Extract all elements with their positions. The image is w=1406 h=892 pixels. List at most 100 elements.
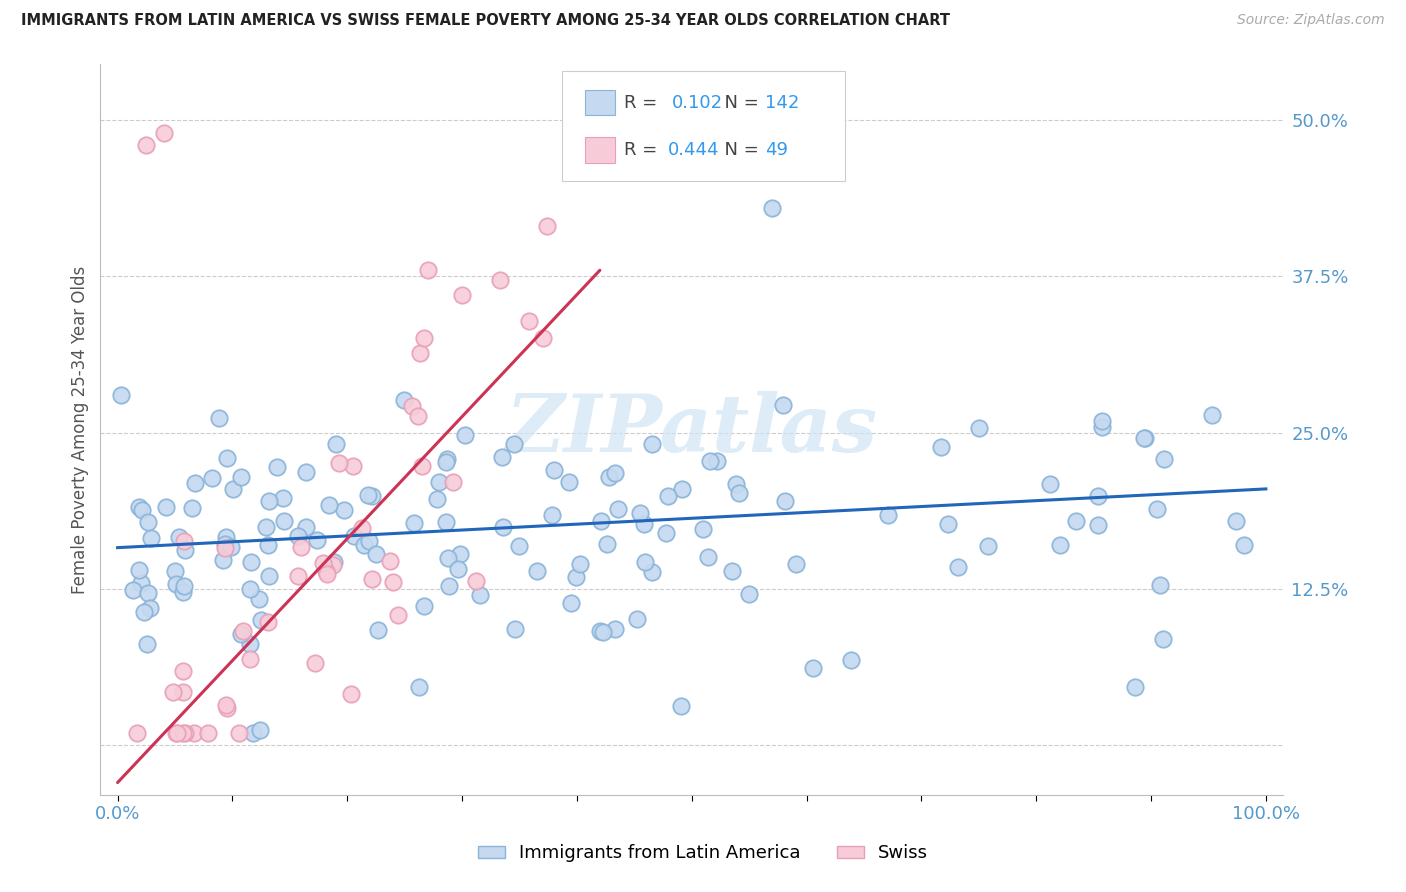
- Point: [488, 273, 510, 287]
- Point: [257, 569, 280, 583]
- Point: [785, 558, 807, 572]
- Point: [721, 564, 744, 578]
- Point: [508, 539, 530, 553]
- Point: [540, 508, 562, 522]
- Point: [603, 466, 626, 480]
- Point: [360, 572, 382, 586]
- Point: [357, 488, 380, 502]
- Point: [408, 680, 430, 694]
- Legend: Immigrants from Latin America, Swiss: Immigrants from Latin America, Swiss: [471, 838, 935, 870]
- Point: [352, 521, 374, 535]
- Point: [416, 263, 439, 277]
- Point: [1133, 432, 1156, 446]
- Point: [603, 623, 626, 637]
- FancyBboxPatch shape: [585, 89, 614, 115]
- Point: [315, 564, 337, 578]
- Point: [434, 454, 457, 468]
- Text: 0.444: 0.444: [668, 141, 720, 160]
- Point: [1049, 538, 1071, 552]
- Text: ZIPatlas: ZIPatlas: [506, 391, 877, 468]
- Point: [273, 514, 295, 528]
- Point: [773, 494, 796, 508]
- Point: [441, 475, 464, 490]
- Point: [231, 627, 253, 641]
- Point: [436, 452, 458, 467]
- Point: [411, 458, 433, 473]
- Point: [401, 400, 423, 414]
- Text: N =: N =: [713, 141, 770, 160]
- Point: [589, 88, 612, 103]
- Point: [239, 582, 262, 596]
- Point: [589, 514, 612, 528]
- Point: [931, 440, 953, 454]
- Point: [228, 725, 250, 739]
- Point: [1087, 517, 1109, 532]
- Point: [761, 201, 783, 215]
- Point: [304, 657, 326, 671]
- Point: [217, 701, 239, 715]
- Point: [1149, 578, 1171, 592]
- Point: [328, 456, 350, 470]
- Point: [517, 313, 540, 327]
- Point: [392, 392, 415, 407]
- Point: [165, 564, 187, 578]
- Point: [451, 288, 474, 302]
- Point: [322, 558, 344, 572]
- Text: R =: R =: [624, 94, 669, 112]
- Point: [131, 503, 153, 517]
- Point: [128, 563, 150, 577]
- Point: [361, 489, 384, 503]
- Point: [197, 725, 219, 739]
- Point: [1233, 538, 1256, 552]
- Point: [628, 506, 651, 520]
- Point: [657, 489, 679, 503]
- Point: [737, 587, 759, 601]
- Point: [408, 346, 430, 360]
- Point: [342, 459, 364, 474]
- Point: [162, 685, 184, 699]
- Point: [359, 534, 381, 549]
- Point: [287, 528, 309, 542]
- Point: [139, 601, 162, 615]
- Y-axis label: Female Poverty Among 25-34 Year Olds: Female Poverty Among 25-34 Year Olds: [72, 266, 89, 594]
- Point: [536, 219, 558, 233]
- Point: [229, 469, 252, 483]
- Point: [169, 530, 191, 544]
- Point: [312, 556, 335, 570]
- Point: [232, 624, 254, 639]
- Point: [136, 515, 159, 529]
- Text: 142: 142: [765, 94, 800, 112]
- Point: [699, 454, 721, 468]
- Point: [172, 664, 194, 678]
- Point: [183, 475, 205, 490]
- Point: [136, 637, 159, 651]
- Point: [132, 605, 155, 619]
- Point: [633, 516, 655, 531]
- Point: [239, 651, 262, 665]
- Point: [801, 660, 824, 674]
- Point: [183, 725, 205, 739]
- Point: [1087, 489, 1109, 503]
- Point: [240, 555, 263, 569]
- Point: [165, 577, 187, 591]
- Point: [592, 624, 614, 639]
- Point: [181, 500, 204, 515]
- Point: [208, 410, 231, 425]
- Point: [382, 575, 405, 590]
- Text: 0.102: 0.102: [672, 94, 723, 112]
- Point: [876, 508, 898, 523]
- Point: [564, 570, 586, 584]
- Point: [633, 555, 655, 569]
- Point: [976, 539, 998, 553]
- Point: [437, 550, 460, 565]
- Point: [343, 529, 366, 543]
- Text: N =: N =: [713, 94, 765, 112]
- Point: [434, 515, 457, 529]
- Point: [215, 530, 238, 544]
- Point: [641, 565, 664, 579]
- Point: [152, 126, 174, 140]
- Text: IMMIGRANTS FROM LATIN AMERICA VS SWISS FEMALE POVERTY AMONG 25-34 YEAR OLDS CORR: IMMIGRANTS FROM LATIN AMERICA VS SWISS F…: [21, 13, 950, 29]
- Point: [287, 569, 309, 583]
- Point: [669, 699, 692, 714]
- Point: [257, 493, 280, 508]
